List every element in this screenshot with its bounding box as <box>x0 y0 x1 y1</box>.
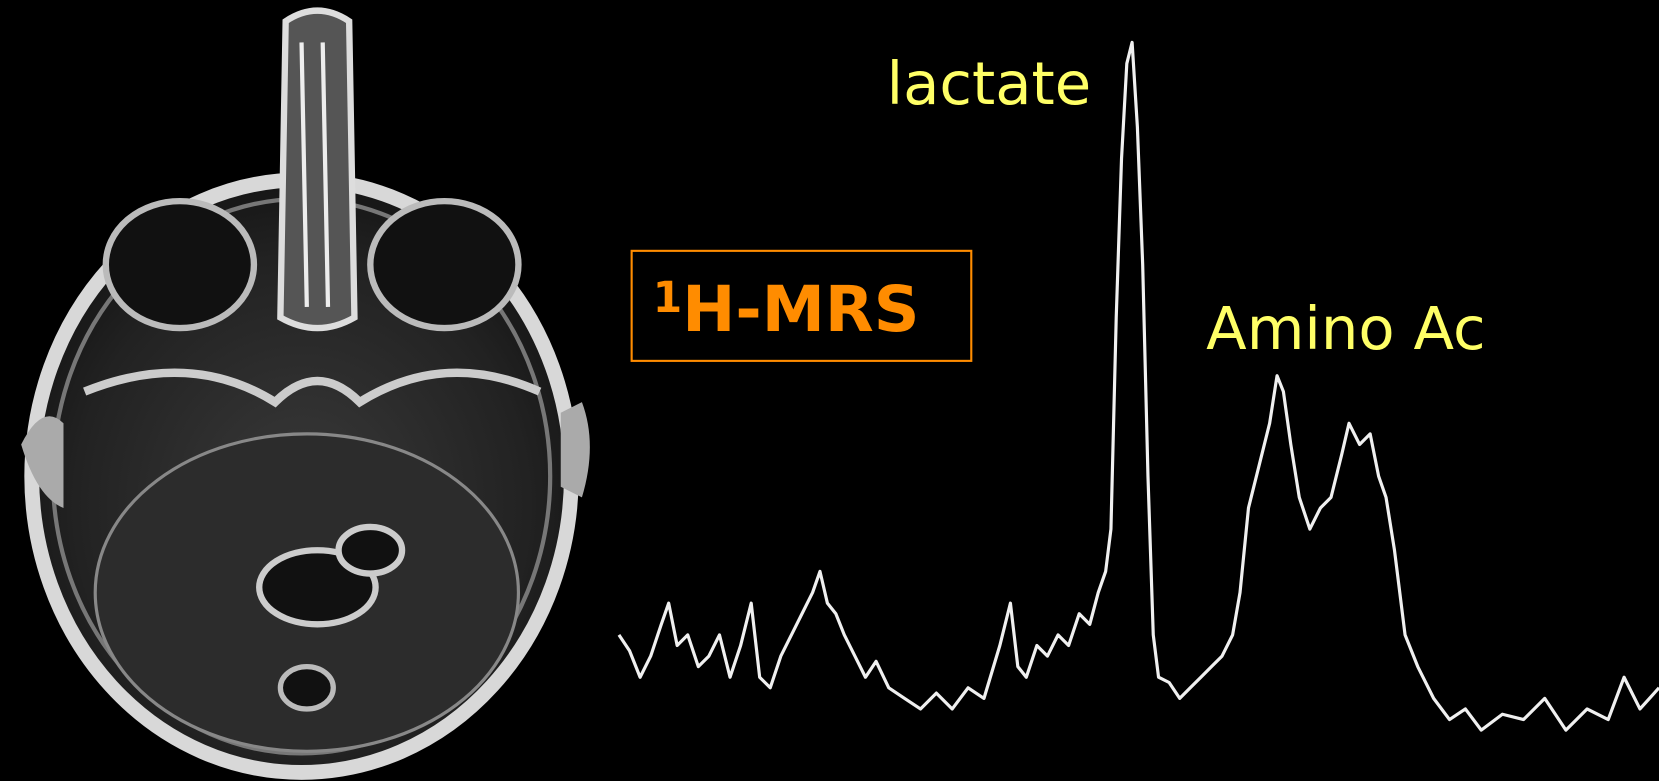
orbit-left <box>102 197 258 332</box>
nose <box>277 7 358 332</box>
temporal-bone <box>83 368 542 408</box>
lactate-label: lactate <box>887 49 1092 118</box>
method-box <box>630 249 973 362</box>
method-text: H-MRS <box>682 272 919 346</box>
method-label: 1H-MRS <box>653 272 920 346</box>
septum <box>299 42 331 307</box>
method-superscript: 1 <box>653 273 682 322</box>
spectrum-trace <box>617 40 1659 732</box>
amino-acid-label: Amino Ac <box>1206 294 1485 363</box>
orbit-right <box>367 197 522 332</box>
lesion-3 <box>277 664 336 712</box>
lesion-2 <box>335 523 406 577</box>
mri-image <box>21 7 590 780</box>
